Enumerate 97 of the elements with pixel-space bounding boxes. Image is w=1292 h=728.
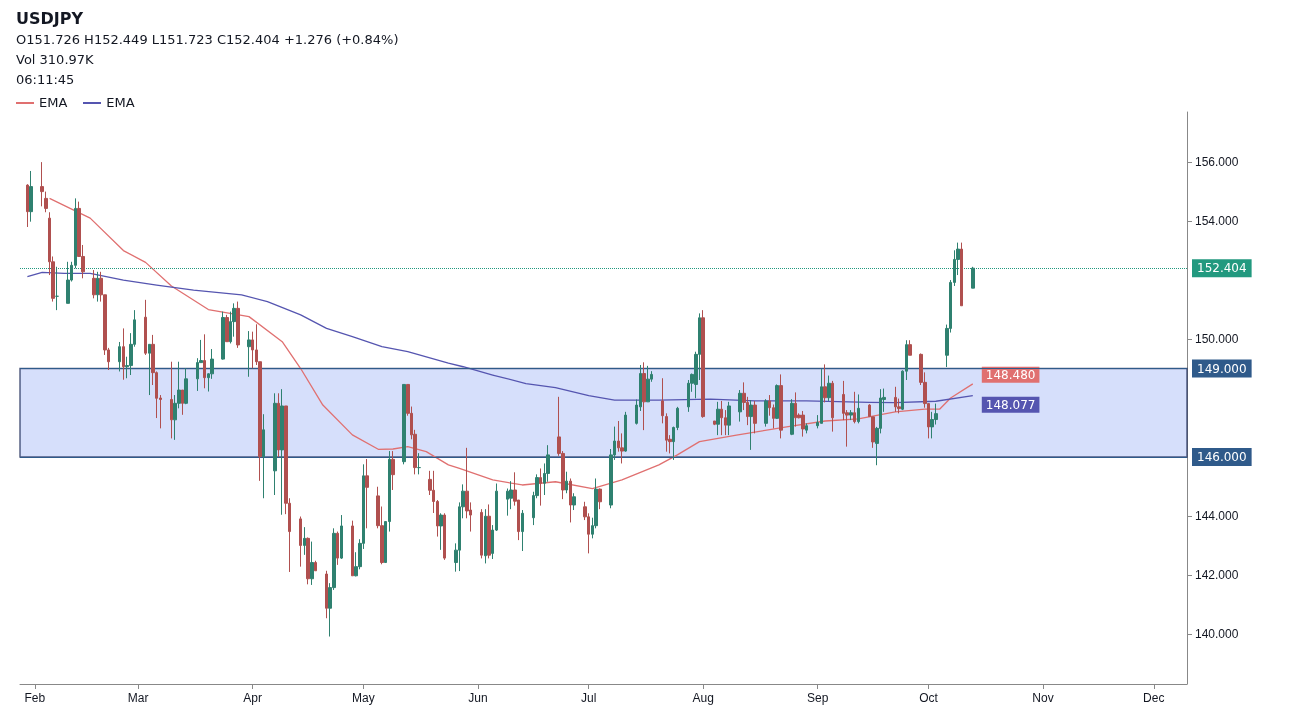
candlestick — [642, 361, 646, 431]
candlestick — [753, 400, 757, 434]
candlestick — [443, 512, 446, 561]
candlestick — [713, 420, 716, 426]
candlestick — [827, 375, 831, 402]
candlestick — [794, 391, 797, 428]
x-tick-label: Mar — [127, 691, 149, 705]
candlestick — [727, 401, 731, 436]
x-tick-label: Dec — [1143, 691, 1165, 705]
candlestick — [391, 450, 395, 491]
candlestick — [303, 526, 306, 556]
candlestick — [487, 503, 491, 559]
candlestick — [569, 477, 572, 523]
candlestick — [720, 400, 723, 436]
candlestick — [716, 401, 720, 436]
text: O151.726 H152.449 L151.723 C152.404 +1.276 (+0.84%) — [16, 31, 399, 49]
chart-title: USDJPY — [16, 8, 85, 30]
candlestick — [351, 520, 354, 577]
candlestick — [225, 314, 229, 343]
candlestick — [310, 541, 314, 586]
candlestick — [280, 388, 284, 516]
candlestick — [646, 365, 650, 403]
candlestick — [572, 492, 576, 511]
legend-label: EMA — [106, 94, 135, 112]
y-tick-label: 142.000 — [1195, 567, 1239, 582]
x-tick-label: Apr — [243, 691, 263, 705]
candlestick — [661, 377, 664, 424]
candlestick — [417, 452, 421, 475]
candlestick — [565, 471, 568, 494]
candlestick — [849, 409, 853, 421]
candlestick — [365, 458, 369, 529]
candlestick — [823, 363, 827, 403]
candlestick — [738, 389, 742, 423]
candlestick — [148, 343, 151, 396]
candlestick — [181, 389, 184, 416]
candlestick — [960, 242, 963, 307]
candlestick — [170, 361, 173, 439]
x-tick-label: Nov — [1032, 691, 1054, 705]
candlestick — [971, 266, 975, 289]
candlestick — [262, 413, 265, 499]
candlestick — [314, 560, 317, 572]
candlestick — [221, 311, 225, 361]
candlestick — [203, 333, 206, 389]
candlestick — [831, 380, 834, 433]
candlestick — [790, 398, 794, 436]
candlestick — [598, 488, 602, 510]
candlestick — [801, 410, 805, 438]
candlestick — [665, 412, 668, 453]
candlestick — [484, 508, 487, 564]
candlestick — [247, 330, 251, 378]
candlestick — [701, 309, 705, 419]
candlestick — [277, 392, 280, 458]
x-tick-label: Sep — [807, 691, 829, 705]
candlestick — [184, 367, 188, 405]
candlestick — [521, 509, 524, 552]
candlestick — [779, 373, 783, 439]
ref-line-label: 152.404 — [1197, 261, 1247, 276]
candlestick — [236, 301, 240, 349]
candlestick — [336, 531, 339, 566]
y-tick-label: 150.000 — [1195, 332, 1239, 347]
candlestick — [857, 393, 860, 424]
candlestick — [273, 392, 277, 496]
candlestick — [749, 399, 753, 451]
y-tick-label: 140.000 — [1195, 626, 1239, 641]
candlestick — [820, 368, 823, 424]
candlestick — [908, 339, 912, 356]
ref-line-label: 146.000 — [1197, 449, 1247, 464]
candlestick — [340, 514, 343, 560]
candlestick — [439, 512, 443, 551]
candlestick — [539, 467, 542, 507]
y-tick-label: 154.000 — [1195, 214, 1239, 229]
candlestick — [299, 516, 302, 568]
ref-line-label: 149.000 — [1197, 361, 1247, 376]
text: 06:11:45 — [16, 71, 76, 89]
y-tick-label: 144.000 — [1195, 508, 1239, 523]
candlestick — [480, 508, 483, 559]
text: Vol 310.97K — [16, 51, 95, 69]
x-tick-label: May — [352, 691, 375, 705]
candlestick — [805, 422, 808, 434]
candlestick — [775, 383, 779, 420]
candlestick — [144, 299, 147, 356]
candlestick — [325, 570, 328, 619]
x-tick-label: Jul — [581, 691, 597, 705]
data-label: 148.480 — [985, 367, 1036, 382]
x-tick-label: Oct — [919, 691, 939, 705]
x-tick-label: Feb — [24, 691, 46, 705]
candlestick — [894, 386, 897, 413]
candlestick — [402, 383, 406, 465]
candlestick — [306, 536, 310, 585]
x-tick-label: Aug — [692, 691, 714, 705]
y-tick-label: 156.000 — [1195, 155, 1239, 170]
x-tick-label: Jun — [468, 691, 488, 705]
candlestick — [624, 411, 627, 453]
candlestick — [853, 391, 856, 424]
legend-label: EMA — [39, 94, 68, 112]
data-label: 148.077 — [985, 397, 1036, 412]
candlestick — [764, 398, 768, 428]
